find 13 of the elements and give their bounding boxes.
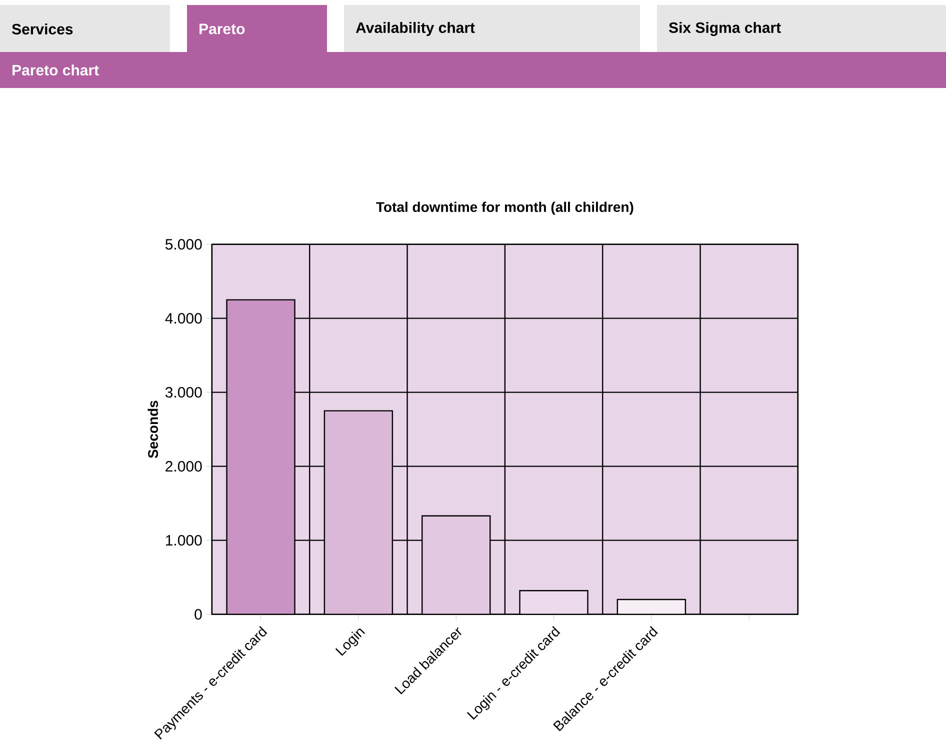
chart-title: Total downtime for month (all children) xyxy=(376,202,634,215)
y-tick-label: 4.000 xyxy=(165,313,202,324)
y-tick-label: 5.000 xyxy=(165,239,202,250)
y-tick-label: 3.000 xyxy=(165,387,202,398)
text: Pareto xyxy=(200,24,245,34)
y-axis-title: Seconds xyxy=(148,400,158,458)
text: Availability chart xyxy=(356,22,475,36)
text: Pareto chart xyxy=(12,64,99,76)
text: Six Sigma chart xyxy=(668,22,781,36)
y-tick-label: 0 xyxy=(194,608,202,620)
y-tick-label: 1.000 xyxy=(166,534,202,546)
text: Services xyxy=(12,23,73,34)
y-tick-label: 2.000 xyxy=(166,461,202,472)
